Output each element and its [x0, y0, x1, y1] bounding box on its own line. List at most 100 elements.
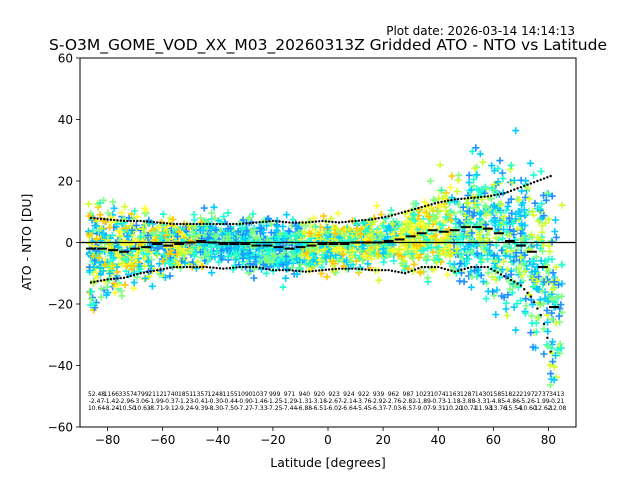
scatter-point — [159, 257, 167, 265]
scatter-point — [387, 210, 395, 218]
scatter-point — [373, 228, 381, 236]
scatter-point — [471, 164, 479, 172]
bias-lower-dot — [443, 267, 447, 271]
scatter-point — [322, 254, 330, 262]
x-tick-label: 40 — [431, 433, 446, 447]
bin-annotation: 987 — [403, 391, 415, 398]
bias-upper-dot — [317, 220, 321, 223]
scatter-point — [435, 194, 443, 202]
scatter-point — [531, 199, 539, 207]
bin-annotation: -8.24 — [104, 405, 120, 412]
bias-upper-dot — [443, 200, 447, 203]
scatter-point — [429, 211, 437, 219]
scatter-point — [100, 196, 108, 204]
scatter-point — [132, 253, 140, 261]
scatter-point — [482, 203, 490, 211]
bin-annotation: -2.92 — [371, 398, 387, 405]
scatter-point — [343, 256, 351, 264]
scatter-point — [262, 269, 270, 277]
scatter-point — [139, 225, 147, 233]
bias-lower-dot — [427, 265, 430, 269]
scatter-point — [137, 233, 145, 240]
scatter-point — [526, 159, 534, 167]
bias-upper-dot — [542, 177, 546, 180]
scatter-point — [469, 204, 477, 212]
bias-upper-dot — [486, 195, 490, 198]
scatter-point — [540, 325, 548, 333]
bias-lower-dot — [139, 272, 142, 275]
bias-lower-dot — [546, 336, 549, 340]
scatter-point — [538, 222, 546, 230]
scatter-point — [238, 225, 246, 233]
scatter-point — [504, 202, 512, 210]
scatter-point — [109, 256, 116, 264]
bin-annotation: 999 — [269, 391, 281, 398]
scatter-point — [144, 232, 152, 239]
scatter-point — [470, 182, 478, 190]
scatter-point — [453, 245, 461, 253]
bin-annotation: -6.51 — [311, 405, 327, 412]
scatter-point — [91, 304, 99, 312]
scatter-point — [218, 231, 226, 239]
scatter-point — [415, 233, 423, 241]
scatter-point — [192, 264, 200, 272]
scatter-point — [398, 259, 406, 267]
bias-upper-dot — [519, 185, 523, 189]
bin-annotation: 2737 — [534, 391, 549, 398]
scatter-point — [85, 227, 92, 235]
scatter-point — [239, 216, 247, 224]
scatter-point — [533, 278, 541, 285]
bias-upper-dot — [427, 204, 430, 207]
scatter-point — [477, 209, 485, 217]
bias-lower-dot — [407, 270, 410, 274]
bias-upper-dot — [198, 222, 202, 226]
bias-lower-dot — [542, 322, 546, 326]
bin-annotation: 1248 — [208, 391, 223, 398]
bias-statistics — [86, 174, 559, 353]
scatter-point — [502, 299, 510, 307]
scatter-point — [118, 209, 126, 217]
bin-annotation: -1.89 — [415, 398, 431, 405]
scatter-point — [172, 223, 180, 231]
y-tick-label: 40 — [58, 113, 73, 127]
bias-lower-dot — [109, 277, 113, 281]
bias-lower-dot — [456, 269, 460, 272]
scatter-point — [101, 239, 109, 247]
scatter-point — [492, 209, 500, 216]
scatter-point — [502, 252, 510, 260]
scatter-point — [163, 226, 171, 234]
scatter-point — [394, 251, 402, 259]
scatter-point — [296, 257, 304, 265]
bias-lower-dot — [192, 265, 195, 269]
bin-annotation: 1822 — [505, 391, 520, 398]
bias-upper-dot — [179, 222, 182, 226]
scatter-point — [97, 264, 105, 272]
bin-annotation: -2.67 — [326, 398, 342, 405]
bias-lower-dot — [486, 265, 490, 269]
bin-annotation: -5.26 — [519, 398, 535, 405]
bias-lower-dot — [334, 267, 337, 271]
scatter-point — [506, 285, 514, 293]
bin-annotation: -15.54 — [503, 405, 523, 412]
bias-lower-dot — [397, 270, 400, 274]
scatter-point — [520, 206, 528, 214]
bin-annotation: -4.85 — [490, 398, 506, 405]
scatter-point — [286, 228, 294, 236]
scatter-point — [302, 249, 310, 257]
bias-lower-dot — [496, 271, 499, 274]
scatter-point — [499, 246, 507, 253]
bias-upper-dot — [503, 192, 506, 195]
scatter-point — [410, 200, 418, 208]
bin-annotation: -3.18 — [311, 398, 327, 405]
bias-lower-dot — [281, 268, 285, 272]
scatter-point — [280, 229, 288, 237]
scatter-point — [484, 287, 492, 295]
scatter-point — [532, 253, 540, 261]
bin-annotation: -1.25 — [267, 398, 283, 405]
scatter-point — [512, 215, 520, 223]
scatter-point — [375, 276, 383, 284]
scatter-point — [232, 256, 240, 264]
bias-upper-dot — [387, 215, 390, 218]
bias-lower-dot — [238, 265, 242, 269]
